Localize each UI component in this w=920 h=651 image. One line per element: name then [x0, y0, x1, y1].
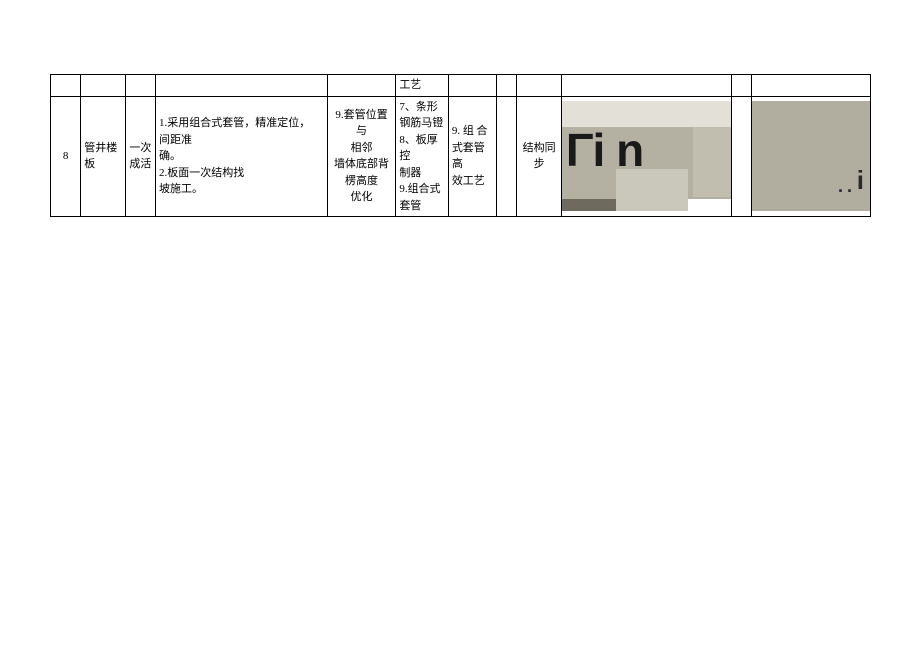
cell-blank	[51, 75, 81, 97]
img-text: Γi n	[566, 127, 643, 173]
cell-once: 一次成活	[125, 96, 155, 217]
img-bg	[562, 101, 731, 127]
cell-blank	[517, 75, 561, 97]
cell-blank	[731, 75, 751, 97]
main-table: 工艺 8 管井楼板 一次成活 1.采用组合式套管，精准定位，间距准确。2.板面一…	[50, 74, 871, 217]
cell-blank	[327, 75, 396, 97]
cell-combo: 9. 组 合式套管高效工艺	[448, 96, 496, 217]
cell-blank	[125, 75, 155, 97]
cell-blank	[81, 75, 125, 97]
image-placeholder-1: Γi n	[562, 97, 731, 217]
cell-blank	[497, 75, 517, 97]
image-placeholder-2: .. i	[752, 97, 870, 217]
document-table: 工艺 8 管井楼板 一次成活 1.采用组合式套管，精准定位，间距准确。2.板面一…	[50, 74, 871, 217]
cell-tech7: 7、条形钢筋马镫8、板厚控制器9.组合式套管	[396, 96, 449, 217]
cell-tech-header: 工艺	[396, 75, 449, 97]
cell-index: 8	[51, 96, 81, 217]
cell-name: 管井楼板	[81, 96, 125, 217]
cell-image-2: .. i	[751, 96, 870, 217]
cell-blank	[731, 96, 751, 217]
cell-blank	[751, 75, 870, 97]
img-text: ..	[838, 173, 856, 200]
cell-desc: 1.采用组合式套管，精准定位，间距准确。2.板面一次结构找坡施工。	[155, 96, 327, 217]
cell-opt: 9.套管位置与相邻墙体底部背楞高度优化	[327, 96, 396, 217]
cell-sync: 结构同步	[517, 96, 561, 217]
cell-blank	[561, 75, 731, 97]
cell-blank	[448, 75, 496, 97]
table-row: 8 管井楼板 一次成活 1.采用组合式套管，精准定位，间距准确。2.板面一次结构…	[51, 96, 871, 217]
cell-blank	[155, 75, 327, 97]
img-bg	[562, 199, 616, 211]
cell-blank	[497, 96, 517, 217]
img-bg	[693, 127, 731, 197]
cell-image-1: Γi n	[561, 96, 731, 217]
img-text: i	[857, 161, 864, 200]
table-row: 工艺	[51, 75, 871, 97]
